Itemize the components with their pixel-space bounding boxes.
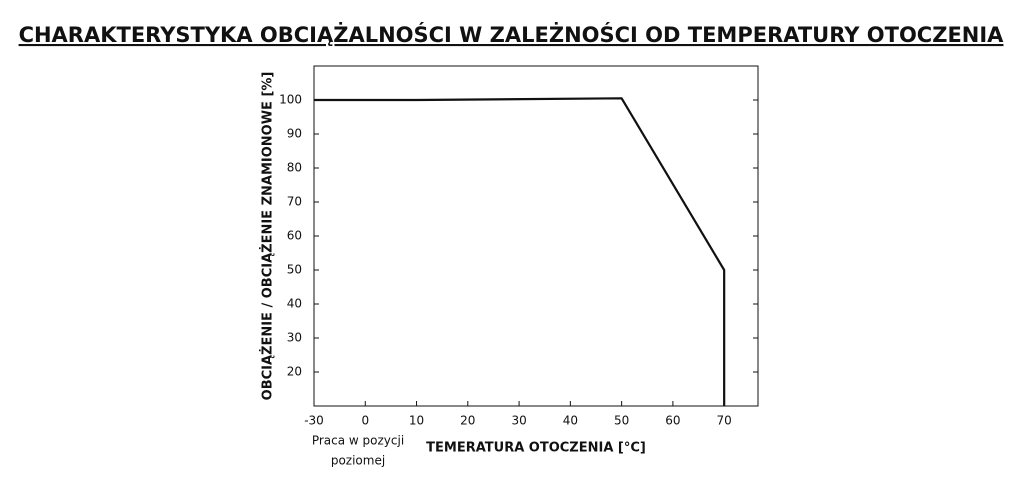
x-tick-label: 30 <box>511 414 526 428</box>
y-tick-label: 50 <box>287 263 302 277</box>
data-line <box>314 97 726 406</box>
plot-frame <box>313 65 759 407</box>
y-axis-title: OBCIĄŻENIE / OBCIĄŻENIE ZNAMIONOWE [%] <box>260 72 276 401</box>
x-tick-label: 40 <box>563 414 578 428</box>
x-tick-label: 70 <box>717 414 732 428</box>
y-tick-label: 100 <box>279 93 302 107</box>
note: poziomej <box>331 454 385 468</box>
y-tick-label: 80 <box>287 161 302 175</box>
y-tick-label: 30 <box>287 331 302 345</box>
chart-title: CHARAKTERYSTYKA OBCIĄŻALNOŚCI W ZALEŻNOŚ… <box>19 22 1005 47</box>
x-tick-label: -30 <box>304 414 324 428</box>
x-tick-label: 10 <box>409 414 424 428</box>
x-tick-label: 50 <box>614 414 629 428</box>
x-axis-title: TEMERATURA OTOCZENIA [°C] <box>426 441 646 456</box>
y-tick-label: 60 <box>287 229 302 243</box>
y-tick-label: 40 <box>287 297 302 311</box>
y-tick-label: 70 <box>287 195 302 209</box>
note: Praca w pozycji <box>312 434 404 448</box>
y-tick-label: 20 <box>287 365 302 379</box>
y-tick-label: 90 <box>287 127 302 141</box>
x-tick-label: 60 <box>665 414 680 428</box>
x-tick-label: 20 <box>460 414 475 428</box>
x-tick-label: 0 <box>361 414 369 428</box>
